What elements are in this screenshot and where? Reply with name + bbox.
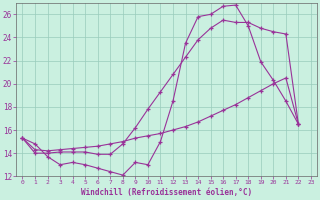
X-axis label: Windchill (Refroidissement éolien,°C): Windchill (Refroidissement éolien,°C) — [81, 188, 252, 197]
